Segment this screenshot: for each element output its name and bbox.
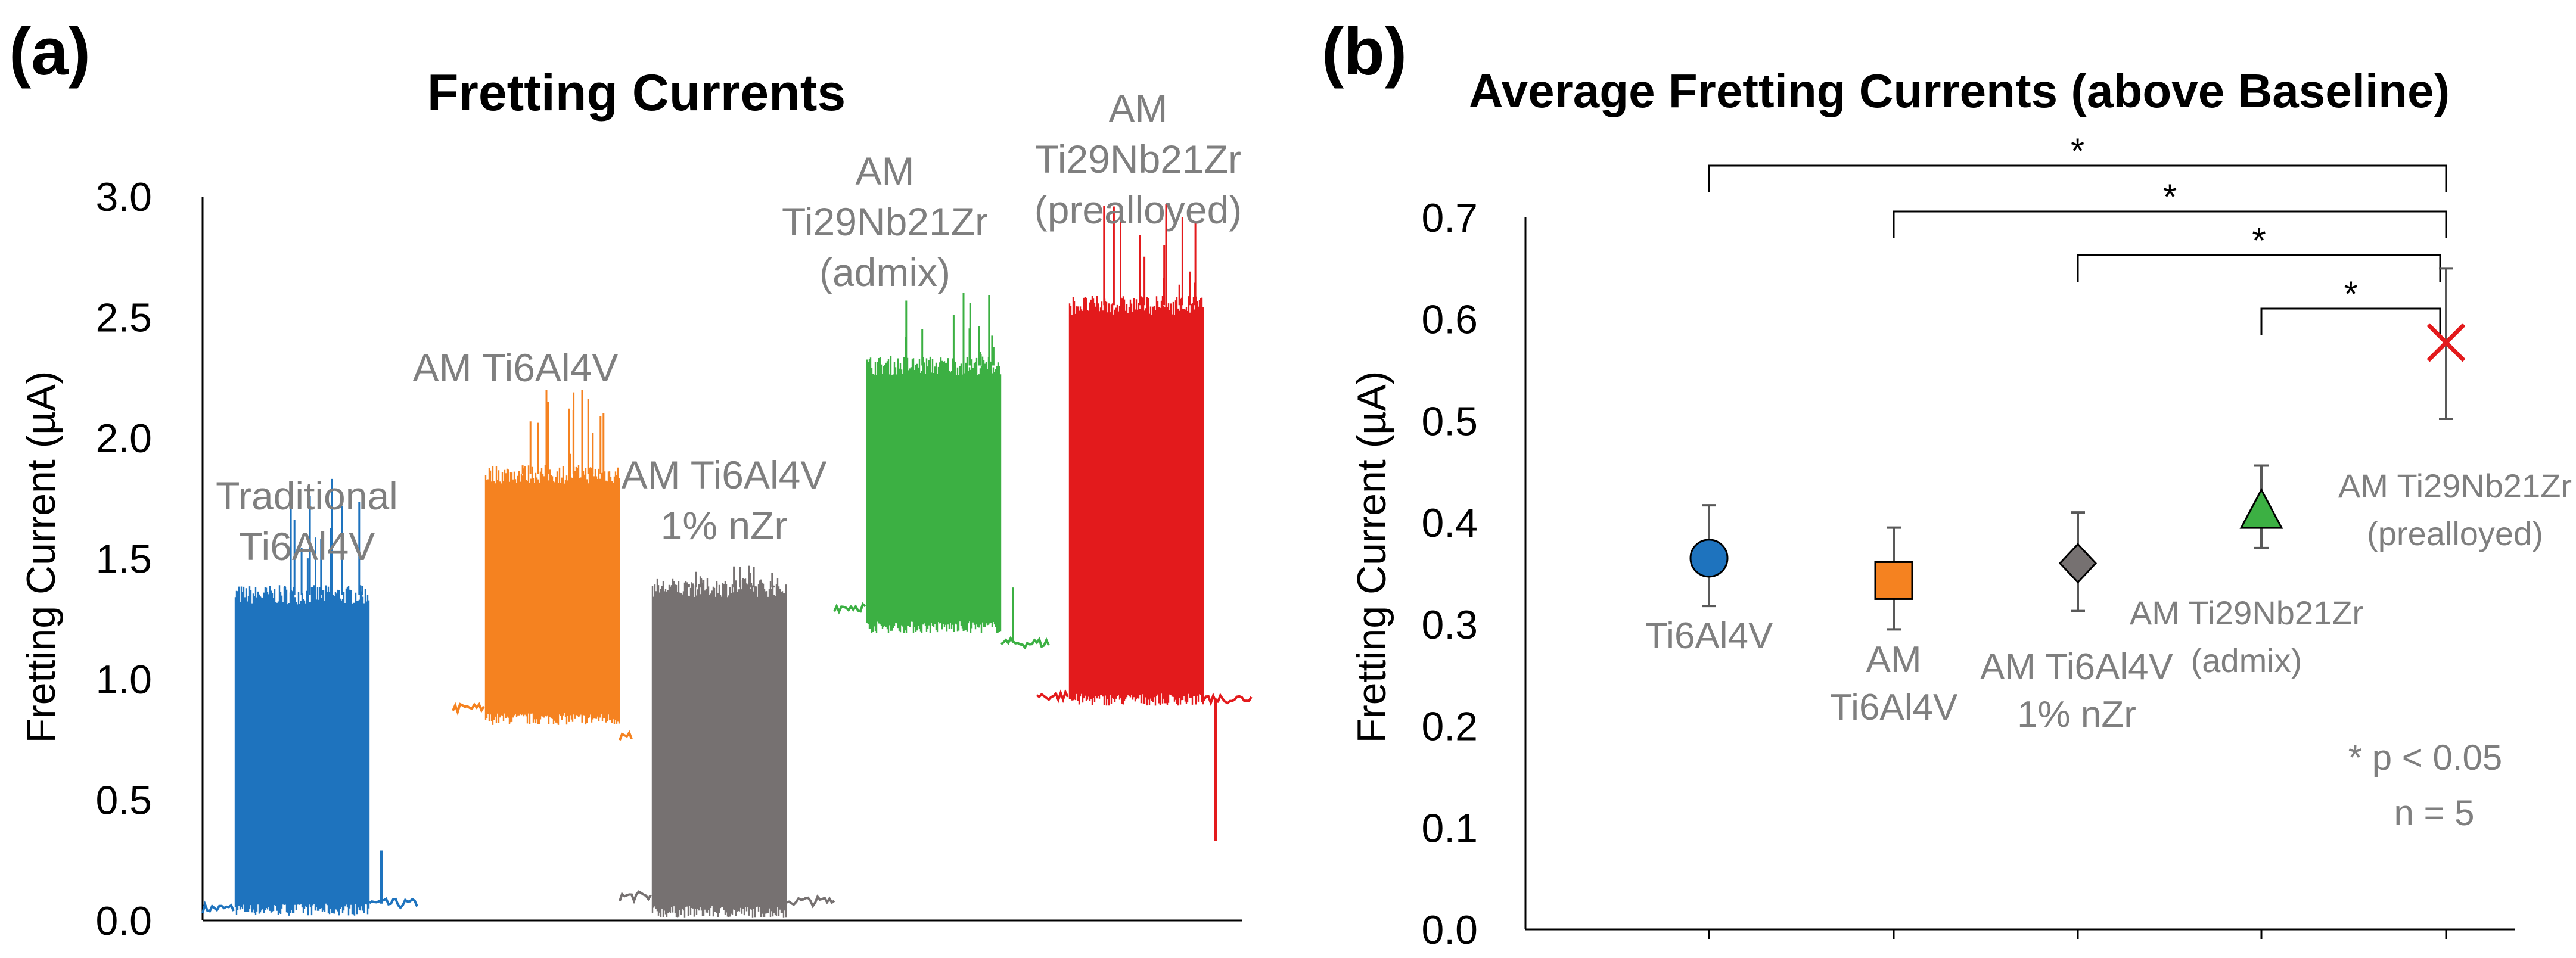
- chart-b-significance-brackets: * * * *: [1708, 131, 2447, 335]
- chart-b-point-label: AM Ti29Nb21Zr: [2130, 594, 2363, 632]
- chart-b-point-label: Ti6Al4V: [1645, 615, 1773, 657]
- chart-b-point-4: [2239, 464, 2283, 549]
- panel-b-label: (b): [1322, 14, 1407, 89]
- chart-a-series-1: [201, 478, 418, 916]
- chart-a-ytick-label: 2.5: [95, 296, 152, 341]
- chart-a-series-label: 1% nZr: [661, 503, 788, 548]
- marker-triangle: [2239, 487, 2283, 529]
- trace-fretting-block: [866, 356, 1002, 633]
- chart-b-point-labels: Ti6Al4V AM Ti6Al4V AM Ti6Al4V 1% nZr AM Ti29N…: [1645, 467, 2572, 735]
- chart-a-series-label: Ti29Nb21Zr: [1035, 137, 1241, 181]
- chart-a-series-label: AM: [1109, 86, 1168, 130]
- chart-b-point-1: [1689, 504, 1729, 608]
- chart-b-point-label: AM Ti6Al4V: [1980, 646, 2174, 688]
- marker-square: [1874, 561, 1913, 600]
- chart-a-series-5: [1036, 204, 1253, 841]
- trace-baseline-after: [1000, 587, 1050, 650]
- trace-baseline-after: [786, 894, 835, 909]
- significance-star: *: [2071, 131, 2084, 171]
- trace-baseline-after: [619, 730, 633, 741]
- trace-fretting-block: [1068, 296, 1204, 706]
- chart-b-ytick-label: 0.1: [1421, 805, 1478, 851]
- chart-a-series-3: [619, 565, 835, 918]
- chart-b-ytick-label: 0.5: [1421, 399, 1478, 444]
- chart-b-annotation-n: n = 5: [2394, 793, 2474, 833]
- chart-a-ytick-label: 2.0: [95, 416, 152, 461]
- chart-b-y-ticks: 0.0 0.1 0.2 0.3 0.4 0.5 0.6 0.7: [1421, 195, 2447, 953]
- chart-b-ytick-label: 0.3: [1421, 602, 1478, 648]
- chart-b-ytick-label: 0.7: [1421, 195, 1478, 241]
- chart-b-point-label: AM: [1866, 639, 1922, 680]
- panel-a-fretting-currents: (a) Fretting Currents Fretting Current (…: [9, 14, 1253, 944]
- trace-baseline-before: [452, 702, 485, 716]
- chart-b-ytick-label: 0.0: [1421, 907, 1478, 953]
- chart-b-ytick-label: 0.4: [1421, 500, 1478, 546]
- trace-spikes: [905, 293, 995, 631]
- significance-bracket: [1708, 164, 2447, 192]
- chart-b-annotation-pvalue: * p < 0.05: [2348, 738, 2503, 777]
- chart-a-y-ticks: 0.0 0.5 1.0 1.5 2.0 2.5 3.0: [95, 175, 152, 944]
- marker-diamond: [2058, 543, 2098, 584]
- trace-fretting-block: [234, 585, 370, 916]
- chart-b-point-label: (admix): [2191, 642, 2302, 679]
- trace-baseline-after: [368, 850, 418, 910]
- marker-circle: [1689, 539, 1729, 578]
- trace-spikes: [268, 478, 363, 913]
- trace-fretting-block: [484, 465, 620, 725]
- chart-a-series-2: [452, 390, 633, 741]
- trace-spikes: [688, 565, 775, 916]
- chart-b-points: [1689, 267, 2466, 631]
- chart-a-ytick-label: 3.0: [95, 175, 152, 220]
- chart-b-point-label: Ti6Al4V: [1830, 687, 1958, 728]
- trace-fretting-block: [651, 578, 787, 918]
- chart-a-series-label: (prealloyed): [1034, 188, 1242, 232]
- chart-a-ytick-label: 0.5: [95, 778, 152, 823]
- chart-a-series: [201, 204, 1253, 918]
- chart-b-point-label: AM Ti29Nb21Zr: [2338, 467, 2572, 505]
- chart-a-series-labels: Traditional Ti6Al4V AM Ti6Al4V AM Ti6Al4V 1%…: [216, 86, 1242, 568]
- trace-baseline-before: [833, 602, 866, 615]
- significance-bracket: [1893, 210, 2447, 238]
- trace-baseline-before: [201, 900, 235, 914]
- chart-b-point-label: 1% nZr: [2017, 694, 2136, 735]
- chart-a-series-label: Traditional: [216, 474, 398, 518]
- panel-a-label: (a): [9, 14, 91, 89]
- chart-a-series-label: AM Ti6Al4V: [413, 346, 619, 390]
- significance-bracket: [2260, 307, 2441, 335]
- chart-a-series-4: [833, 293, 1050, 650]
- chart-b-title: Average Fretting Currents (above Baselin…: [1469, 64, 2450, 117]
- chart-a-series-label: Ti29Nb21Zr: [782, 200, 988, 244]
- chart-a-series-label: Ti6Al4V: [239, 524, 375, 568]
- chart-b-ytick-label: 0.6: [1421, 297, 1478, 343]
- chart-a-ytick-label: 0.0: [95, 898, 152, 944]
- chart-a-ylabel: Fretting Current (µA): [18, 371, 64, 744]
- chart-a-ytick-label: 1.0: [95, 657, 152, 702]
- trace-baseline-after: [1202, 692, 1253, 841]
- chart-a-series-label: (admix): [819, 250, 950, 294]
- significance-star: *: [2163, 177, 2177, 217]
- chart-b-ytick-label: 0.2: [1421, 704, 1478, 749]
- trace-spikes: [521, 390, 605, 723]
- trace-baseline-before: [619, 890, 652, 904]
- trace-spikes: [1103, 204, 1197, 704]
- chart-b-point-5: [2426, 267, 2466, 421]
- chart-b-ylabel: Fretting Current (µA): [1349, 371, 1394, 744]
- significance-star: *: [2344, 274, 2357, 314]
- chart-b-point-3: [2058, 511, 2098, 612]
- chart-a-series-label: AM Ti6Al4V: [622, 453, 827, 497]
- chart-b-point-2: [1874, 526, 1913, 631]
- trace-baseline-before: [1036, 689, 1069, 704]
- significance-star: *: [2252, 220, 2266, 260]
- chart-a-title: Fretting Currents: [427, 64, 846, 122]
- panel-b-average-fretting-currents: (b) Average Fretting Currents (above Bas…: [1322, 14, 2572, 953]
- chart-a-series-label: AM: [856, 149, 915, 193]
- chart-b-point-label: (prealloyed): [2367, 515, 2543, 552]
- marker-x: [2426, 323, 2466, 362]
- chart-a-ytick-label: 1.5: [95, 537, 152, 582]
